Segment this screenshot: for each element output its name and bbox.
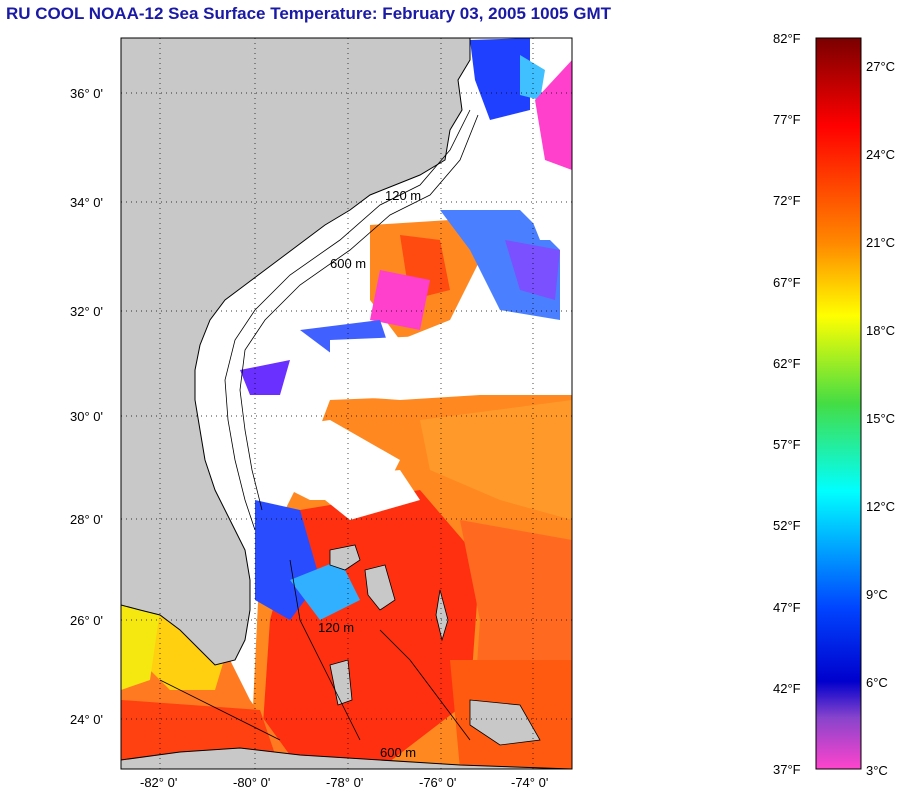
- svg-text:37°F: 37°F: [773, 762, 801, 777]
- svg-text:57°F: 57°F: [773, 437, 801, 452]
- svg-text:24°C: 24°C: [866, 147, 895, 162]
- svg-text:12°C: 12°C: [866, 499, 895, 514]
- land-cuba: [121, 747, 572, 769]
- svg-text:42°F: 42°F: [773, 681, 801, 696]
- longitude-labels: -82° 0' -80° 0' -78° 0' -76° 0' -74° 0': [140, 775, 548, 790]
- svg-text:120 m: 120 m: [385, 188, 421, 203]
- svg-text:9°C: 9°C: [866, 587, 888, 602]
- svg-text:67°F: 67°F: [773, 275, 801, 290]
- lon-label: -74° 0': [511, 775, 548, 790]
- land-us: [121, 38, 471, 666]
- map-area: 120 m 600 m 120 m 600 m: [121, 38, 572, 769]
- svg-text:72°F: 72°F: [773, 193, 801, 208]
- svg-text:47°F: 47°F: [773, 600, 801, 615]
- svg-text:82°F: 82°F: [773, 31, 801, 46]
- lat-label: 36° 0': [70, 86, 103, 101]
- svg-text:52°F: 52°F: [773, 518, 801, 533]
- lon-label: -78° 0': [326, 775, 363, 790]
- latitude-labels: 36° 0' 34° 0' 32° 0' 30° 0' 28° 0' 26° 0…: [70, 86, 103, 727]
- graticule: [121, 38, 572, 769]
- svg-text:6°C: 6°C: [866, 675, 888, 690]
- lat-label: 24° 0': [70, 712, 103, 727]
- lat-label: 30° 0': [70, 409, 103, 424]
- svg-text:77°F: 77°F: [773, 112, 801, 127]
- lat-label: 26° 0': [70, 613, 103, 628]
- lon-label: -76° 0': [419, 775, 456, 790]
- svg-text:600 m: 600 m: [380, 745, 416, 760]
- lat-label: 32° 0': [70, 304, 103, 319]
- svg-text:21°C: 21°C: [866, 235, 895, 250]
- svg-text:62°F: 62°F: [773, 356, 801, 371]
- land-bahamas: [329, 544, 541, 746]
- colorbar-c-labels: 27°C 24°C 21°C 18°C 15°C 12°C 9°C 6°C 3°…: [866, 59, 895, 778]
- svg-text:27°C: 27°C: [866, 59, 895, 74]
- colorbar-gradient: [815, 37, 862, 770]
- lat-label: 34° 0': [70, 195, 103, 210]
- svg-text:3°C: 3°C: [866, 763, 888, 778]
- svg-text:120 m: 120 m: [318, 620, 354, 635]
- colorbar-f-labels: 82°F 77°F 72°F 67°F 62°F 57°F 52°F 47°F …: [773, 31, 801, 777]
- map-frame: [120, 37, 573, 770]
- lon-label: -82° 0': [140, 775, 177, 790]
- svg-text:18°C: 18°C: [866, 323, 895, 338]
- colorbar: 82°F 77°F 72°F 67°F 62°F 57°F 52°F 47°F …: [773, 31, 895, 778]
- lat-label: 28° 0': [70, 512, 103, 527]
- map-title: RU COOL NOAA-12 Sea Surface Temperature:…: [6, 4, 611, 23]
- lon-label: -80° 0': [233, 775, 270, 790]
- bathymetry-contours: [159, 109, 479, 741]
- svg-text:15°C: 15°C: [866, 411, 895, 426]
